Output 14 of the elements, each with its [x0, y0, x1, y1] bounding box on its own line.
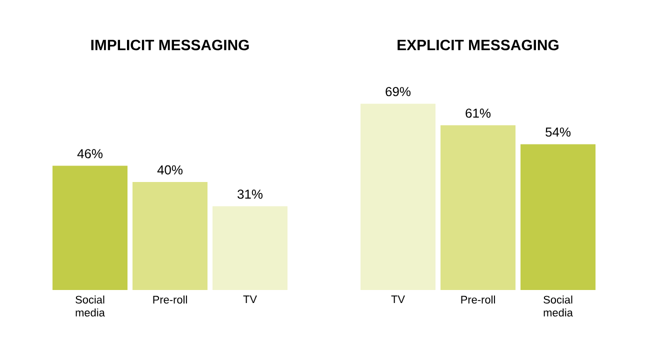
data-label: 54%	[546, 128, 571, 137]
data-label: 61%	[466, 108, 491, 118]
x-tick-label: TV	[391, 296, 405, 304]
x-tick-label: Social media	[76, 296, 105, 317]
data-label: 31%	[238, 190, 263, 199]
chart-title: EXPLICIT MESSAGING	[398, 40, 558, 50]
x-tick-label: TV	[243, 296, 257, 304]
data-label: 40%	[157, 165, 183, 174]
data-label: 69%	[386, 87, 411, 96]
chart-title: IMPLICIT MESSAGING	[91, 40, 249, 50]
x-tick-label: Pre-roll	[461, 296, 495, 304]
data-label: 46%	[77, 149, 103, 158]
x-tick-label: Pre-roll	[153, 296, 187, 304]
x-tick-label: Social media	[544, 296, 573, 317]
